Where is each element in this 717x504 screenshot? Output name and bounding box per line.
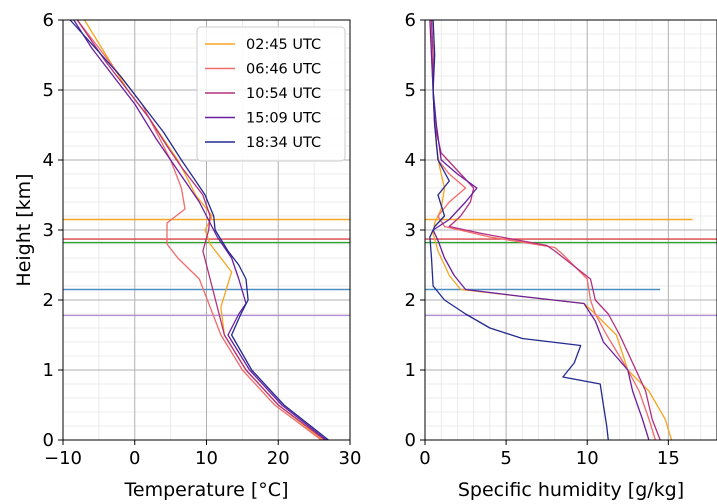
y-tick-label: 5 [43,80,54,101]
legend-label: 02:45 UTC [246,37,321,53]
x-axis-label: Specific humidity [g/kg] [458,479,684,501]
y-tick-label: 4 [43,150,54,171]
legend-label: 10:54 UTC [246,86,321,102]
x-tick-label: 10 [576,448,599,469]
y-tick-label: 4 [405,150,416,171]
series-line [429,19,609,441]
humidity-panel: 0 5 10 15 0 1 2 3 4 5 6 Specific humidity [g/kg] [405,10,717,501]
y-tick-label: 3 [43,220,54,241]
y-tick-label: 1 [43,360,54,381]
y-tick-label: 5 [405,80,416,101]
y-tick-label: 1 [405,360,416,381]
legend-label: 18:34 UTC [246,135,321,151]
x-tick-label: 15 [657,448,680,469]
y-tick-label: 0 [405,430,416,451]
x-tick-label: 0 [419,448,430,469]
y-tick-label: 3 [405,220,416,241]
legend: 02:45 UTC 06:46 UTC 10:54 UTC 15:09 UTC 18:3… [196,26,346,162]
x-tick-label: 20 [267,448,290,469]
series-line [430,19,661,441]
y-tick-label: 0 [43,430,54,451]
y-tick-label: 2 [405,290,416,311]
y-tick-label: 6 [405,10,416,31]
x-tick-label: 30 [339,448,362,469]
x-tick-label: 5 [500,448,511,469]
legend-label: 15:09 UTC [246,111,321,127]
y-tick-label: 2 [43,290,54,311]
y-tick-label: 6 [43,10,54,31]
legend-box [196,26,346,162]
x-tick-label: −10 [44,448,82,469]
x-tick-label: 0 [129,448,140,469]
series-line [73,19,327,441]
y-axis-label: Height [km] [13,173,35,286]
legend-label: 06:46 UTC [246,62,321,78]
series-line [429,19,650,441]
x-tick-label: 10 [195,448,218,469]
series-line [69,19,329,441]
x-axis-label: Temperature [°C] [124,479,289,501]
